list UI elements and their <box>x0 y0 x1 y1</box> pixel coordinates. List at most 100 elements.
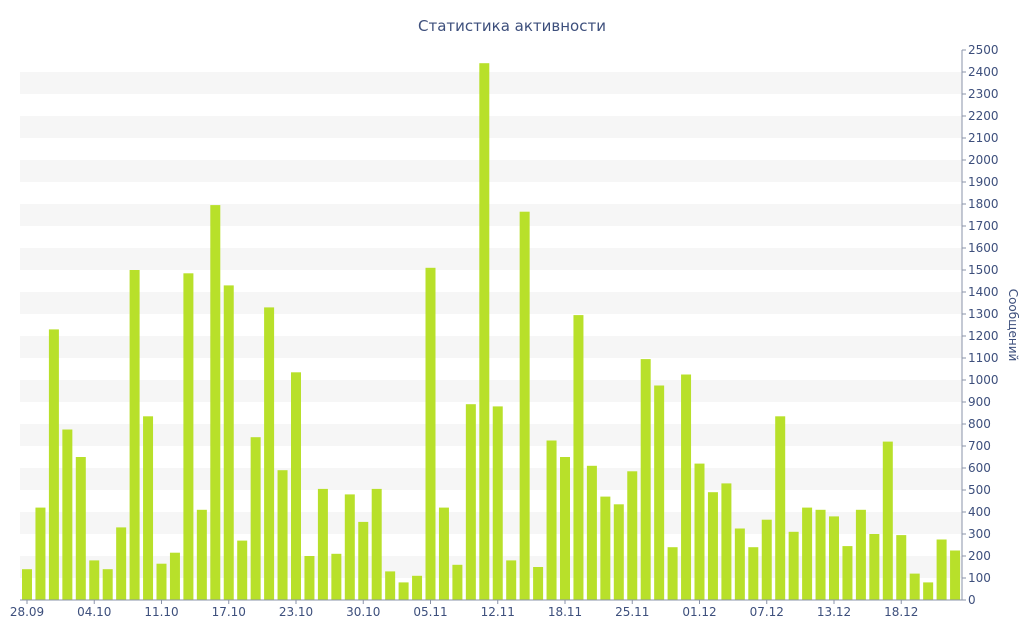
bar <box>627 471 638 600</box>
bar <box>681 374 692 600</box>
y-tick-label: 2300 <box>968 87 999 101</box>
bar <box>613 504 624 600</box>
bar <box>75 457 86 600</box>
bar <box>48 329 59 600</box>
bar <box>264 307 275 600</box>
grid-band <box>20 292 962 314</box>
y-tick-label: 300 <box>968 527 991 541</box>
bar <box>640 359 651 600</box>
y-tick-label: 1400 <box>968 285 999 299</box>
y-tick-label: 1700 <box>968 219 999 233</box>
bar <box>815 509 826 600</box>
bar <box>291 372 301 600</box>
x-tick-label: 18.12 <box>884 605 918 619</box>
bar <box>479 63 490 600</box>
bar <box>721 483 732 600</box>
bar <box>223 285 234 600</box>
bar <box>62 429 73 600</box>
bar <box>277 470 288 600</box>
bar <box>425 267 436 600</box>
bar <box>748 547 759 600</box>
bar <box>586 465 597 600</box>
bar <box>331 553 342 600</box>
x-tick-label: 04.10 <box>77 605 111 619</box>
x-tick-label: 07.12 <box>750 605 784 619</box>
bar <box>452 564 463 600</box>
bar <box>169 552 180 600</box>
y-tick-label: 100 <box>968 571 991 585</box>
bar <box>855 509 866 600</box>
y-tick-label: 1500 <box>968 263 999 277</box>
bar <box>667 547 678 600</box>
y-tick-label: 1200 <box>968 329 999 343</box>
y-tick-label: 1600 <box>968 241 999 255</box>
bar <box>654 385 665 600</box>
y-tick-label: 0 <box>968 593 976 607</box>
y-tick-label: 1800 <box>968 197 999 211</box>
grid-bands <box>20 72 962 578</box>
y-tick-label: 700 <box>968 439 991 453</box>
y-tick-label: 900 <box>968 395 991 409</box>
bar <box>761 519 772 600</box>
x-tick-label: 12.11 <box>481 605 515 619</box>
bar <box>465 404 476 600</box>
bar <box>156 563 167 600</box>
bar <box>129 270 140 600</box>
x-tick-label: 13.12 <box>817 605 851 619</box>
y-tick-label: 1000 <box>968 373 999 387</box>
grid-band <box>20 116 962 138</box>
x-tick-label: 17.10 <box>212 605 246 619</box>
y-tick-label: 800 <box>968 417 991 431</box>
bar <box>385 571 396 600</box>
grid-band <box>20 204 962 226</box>
bar <box>573 315 584 600</box>
bar <box>344 494 355 600</box>
bar <box>909 573 920 600</box>
x-tick-label: 23.10 <box>279 605 313 619</box>
bar <box>533 567 544 600</box>
bar <box>492 406 503 600</box>
bar <box>196 509 207 600</box>
bar <box>398 582 409 600</box>
bar <box>89 560 100 600</box>
bar <box>734 528 745 600</box>
bar <box>102 569 113 600</box>
bar <box>35 507 46 600</box>
x-tick-label: 01.12 <box>682 605 716 619</box>
y-tick-label: 2200 <box>968 109 999 123</box>
bar <box>788 531 799 600</box>
bar <box>506 560 517 600</box>
bar <box>210 205 221 600</box>
x-tick-label: 11.10 <box>144 605 178 619</box>
bar <box>560 457 570 600</box>
bar <box>802 507 813 600</box>
bar <box>438 507 449 600</box>
x-tick-label: 18.11 <box>548 605 582 619</box>
bar <box>412 575 423 600</box>
y-tick-label: 1300 <box>968 307 999 321</box>
x-tick-label: 25.11 <box>615 605 649 619</box>
bar <box>694 463 705 600</box>
bar <box>317 488 328 600</box>
bar <box>304 556 315 600</box>
x-tick-label: 28.09 <box>10 605 44 619</box>
y-axis-ticks: 0 100 200 300 400 500 600 700 800 900 1000 1100 1200… <box>962 43 999 607</box>
bar <box>896 535 907 600</box>
bar <box>923 582 934 600</box>
x-tick-label: 05.11 <box>413 605 447 619</box>
y-tick-label: 2100 <box>968 131 999 145</box>
y-tick-label: 2500 <box>968 43 999 57</box>
bars <box>22 63 961 600</box>
bar <box>116 527 127 600</box>
x-axis-ticks: 28.09 04.10 11.10 17.10 23.10 30.10 05.11 12.11… <box>10 600 918 619</box>
bar <box>950 550 961 600</box>
chart-title: Статистика активности <box>418 17 606 35</box>
bar <box>183 273 194 600</box>
grid-band <box>20 160 962 182</box>
grid-band <box>20 248 962 270</box>
x-tick-label: 30.10 <box>346 605 380 619</box>
y-tick-label: 1100 <box>968 351 999 365</box>
y-tick-label: 400 <box>968 505 991 519</box>
grid-band <box>20 468 962 490</box>
